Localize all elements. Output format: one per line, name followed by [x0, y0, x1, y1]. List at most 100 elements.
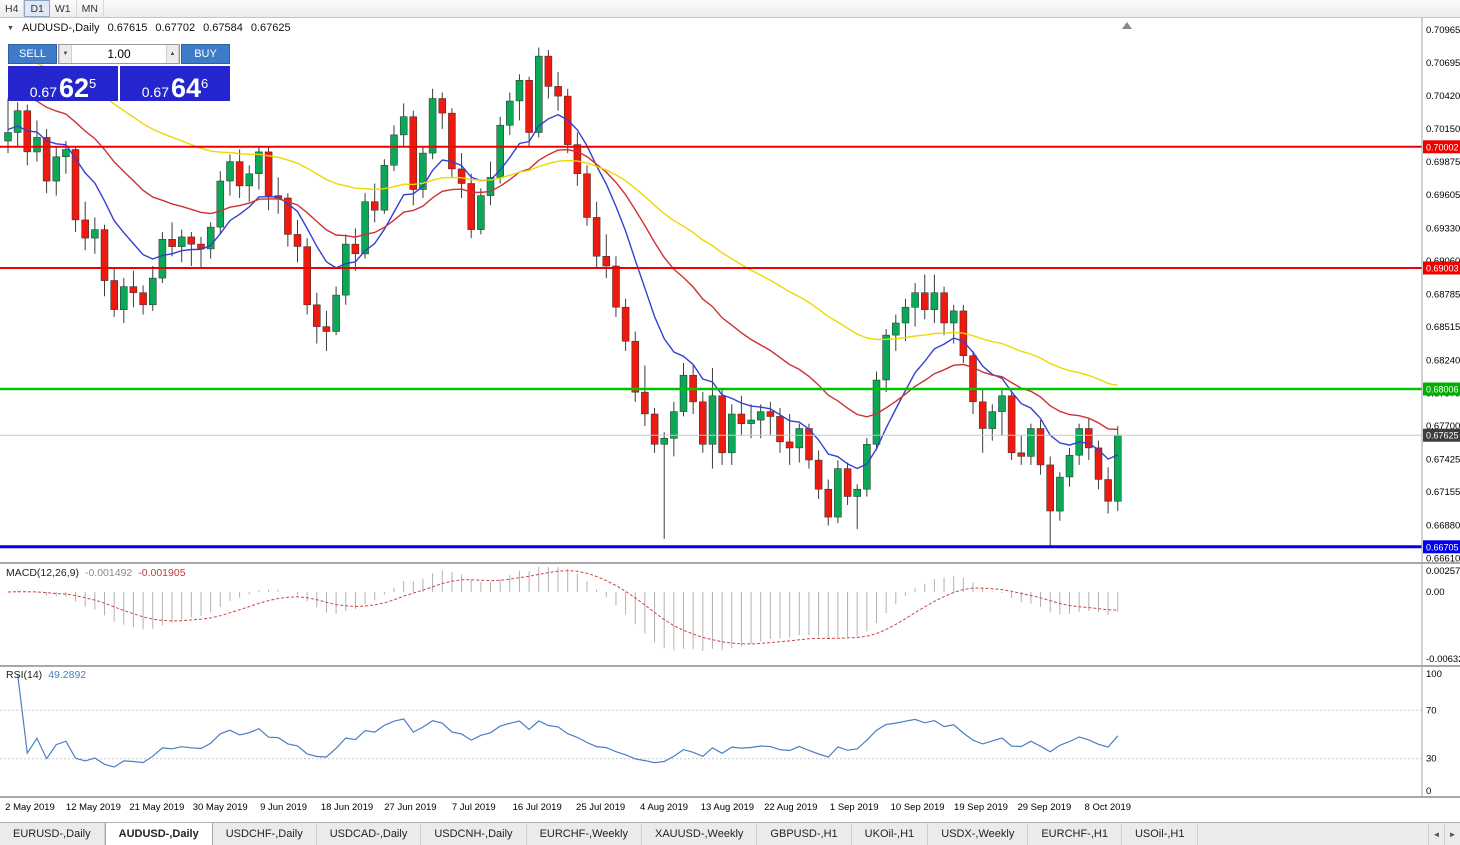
ohlc-low: 0.67584 — [203, 22, 243, 34]
svg-text:0.67155: 0.67155 — [1426, 487, 1460, 498]
svg-text:30: 30 — [1426, 754, 1437, 765]
svg-text:7 Jul 2019: 7 Jul 2019 — [452, 802, 496, 813]
svg-text:12 May 2019: 12 May 2019 — [66, 802, 121, 813]
svg-text:0.69605: 0.69605 — [1426, 190, 1460, 201]
svg-text:30 May 2019: 30 May 2019 — [193, 802, 248, 813]
svg-text:22 Aug 2019: 22 Aug 2019 — [764, 802, 817, 813]
timeframe-button-d1[interactable]: D1 — [24, 0, 50, 17]
chart-tab[interactable]: GBPUSD-,H1 — [757, 823, 852, 845]
ma-lines — [7, 54, 1119, 470]
svg-text:29 Sep 2019: 29 Sep 2019 — [1017, 802, 1071, 813]
buy-price-big: 64 — [170, 73, 202, 103]
svg-text:13 Aug 2019: 13 Aug 2019 — [701, 802, 754, 813]
chart-area: 0.70965 0.70695 0.70420 0.70150 0.69875 0.696… — [0, 18, 1460, 822]
svg-text:0.70965: 0.70965 — [1426, 25, 1460, 36]
macd-main-value: -0.001492 — [84, 567, 133, 579]
sell-price-pip: 5 — [89, 76, 97, 91]
price-axis: 0.70965 0.70695 0.70420 0.70150 0.69875 0.696… — [1426, 25, 1460, 564]
svg-text:21 May 2019: 21 May 2019 — [129, 802, 184, 813]
chart-tab[interactable]: USDCNH-,Daily — [421, 823, 527, 845]
timeframe-toolbar: H4 D1 W1 MN — [0, 0, 1460, 18]
svg-text:18 Jun 2019: 18 Jun 2019 — [321, 802, 373, 813]
buy-price-display[interactable]: 0.67646 — [120, 66, 230, 103]
volume-down-button[interactable]: ▼ — [59, 45, 72, 63]
svg-text:0.70420: 0.70420 — [1426, 91, 1460, 102]
buy-button[interactable]: BUY — [181, 44, 230, 64]
svg-text:0: 0 — [1426, 786, 1431, 797]
volume-up-button[interactable]: ▲ — [166, 45, 179, 63]
chart-tab[interactable]: AUDUSD-,Daily — [104, 823, 213, 845]
buy-price-pip: 6 — [201, 76, 209, 91]
chart-symbol-period: AUDUSD-,Daily — [21, 22, 100, 34]
chart-canvas[interactable]: 0.70965 0.70695 0.70420 0.70150 0.69875 0.696… — [0, 18, 1460, 822]
svg-text:0.67625: 0.67625 — [1426, 431, 1459, 441]
svg-text:10 Sep 2019: 10 Sep 2019 — [891, 802, 945, 813]
date-axis: 2 May 2019 12 May 2019 21 May 2019 30 May 2… — [5, 802, 1131, 813]
svg-text:19 Sep 2019: 19 Sep 2019 — [954, 802, 1008, 813]
chart-info-line: ▼ AUDUSD-,Daily 0.67615 0.67702 0.67584 … — [7, 22, 291, 34]
chart-tab[interactable]: USOil-,H1 — [1122, 823, 1199, 845]
level-lines: 0.70002 0.69003 0.68006 0.67625 0.66705 — [0, 140, 1460, 554]
ohlc-open: 0.67615 — [107, 22, 148, 34]
chart-tab[interactable]: USDCHF-,Daily — [213, 823, 317, 845]
svg-text:0.002574: 0.002574 — [1426, 566, 1460, 577]
svg-text:0.68785: 0.68785 — [1426, 289, 1460, 300]
tabs-scroll-left-button[interactable]: ◄ — [1428, 823, 1444, 845]
timeframe-button-mn[interactable]: MN — [77, 0, 104, 17]
macd-indicator-label: MACD(12,26,9) -0.001492 -0.001905 — [6, 567, 186, 579]
svg-text:0.68006: 0.68006 — [1426, 385, 1459, 395]
svg-text:0.67700: 0.67700 — [1426, 421, 1460, 432]
svg-text:70: 70 — [1426, 705, 1437, 716]
ohlc-high: 0.67702 — [155, 22, 196, 34]
panel-separators — [0, 18, 1460, 798]
svg-text:0.69330: 0.69330 — [1426, 223, 1460, 234]
volume-input[interactable]: 1.00 — [107, 47, 131, 61]
volume-spinner: ▼ 1.00 ▲ — [58, 44, 180, 64]
chart-tab[interactable]: EURUSD-,Daily — [0, 823, 105, 845]
rsi-panel: 100 70 30 0 — [0, 669, 1442, 797]
timeframe-button-h4[interactable]: H4 — [0, 0, 25, 17]
sell-price-big: 62 — [58, 73, 90, 103]
candlestick-series — [4, 47, 1122, 547]
rsi-indicator-label: RSI(14) 49.2892 — [6, 669, 86, 681]
chart-tab[interactable]: EURCHF-,Weekly — [527, 823, 642, 845]
svg-text:0.69003: 0.69003 — [1426, 264, 1459, 274]
chart-tabs-bar: EURUSD-,Daily AUDUSD-,Daily USDCHF-,Daily U… — [0, 822, 1460, 845]
svg-text:0.70002: 0.70002 — [1426, 142, 1459, 152]
rsi-value: 49.2892 — [48, 669, 87, 681]
chart-tab[interactable]: UKOil-,H1 — [852, 823, 929, 845]
svg-text:25 Jul 2019: 25 Jul 2019 — [576, 802, 625, 813]
svg-text:0.66880: 0.66880 — [1426, 521, 1460, 532]
chart-tab[interactable]: XAUUSD-,Weekly — [642, 823, 758, 845]
svg-text:0.70150: 0.70150 — [1426, 124, 1460, 135]
svg-text:16 Jul 2019: 16 Jul 2019 — [513, 802, 562, 813]
chart-tab[interactable]: USDX-,Weekly — [928, 823, 1029, 845]
svg-text:0.67425: 0.67425 — [1426, 454, 1460, 465]
tabs-scroll-right-button[interactable]: ► — [1444, 823, 1460, 845]
svg-text:0.66705: 0.66705 — [1426, 542, 1459, 552]
one-click-collapse-icon[interactable]: ▼ — [7, 24, 14, 32]
svg-text:8 Oct 2019: 8 Oct 2019 — [1085, 802, 1131, 813]
svg-text:1 Sep 2019: 1 Sep 2019 — [830, 802, 879, 813]
ohlc-close: 0.67625 — [250, 22, 291, 34]
svg-text:0.68515: 0.68515 — [1426, 322, 1460, 333]
svg-text:-0.006326: -0.006326 — [1426, 654, 1460, 665]
sell-price-display[interactable]: 0.67625 — [8, 66, 118, 103]
chart-shift-marker-icon — [1122, 22, 1132, 29]
sell-button[interactable]: SELL — [8, 44, 57, 64]
buy-price-prefix: 0.67 — [141, 84, 169, 100]
svg-text:4 Aug 2019: 4 Aug 2019 — [640, 802, 688, 813]
svg-text:0.70695: 0.70695 — [1426, 58, 1460, 69]
rsi-label-text: RSI(14) — [6, 669, 43, 681]
one-click-trading-panel: SELL ▼ 1.00 ▲ BUY 0.67625 0.67646 — [8, 44, 230, 103]
tabs-scroll-controls: ◄ ► — [1428, 823, 1460, 845]
svg-text:0.00: 0.00 — [1426, 587, 1445, 598]
svg-text:27 Jun 2019: 27 Jun 2019 — [384, 802, 436, 813]
macd-signal-value: -0.001905 — [138, 567, 186, 579]
macd-label-text: MACD(12,26,9) — [6, 567, 79, 579]
chart-tab[interactable]: USDCAD-,Daily — [317, 823, 422, 845]
chart-tab[interactable]: EURCHF-,H1 — [1028, 823, 1122, 845]
svg-text:100: 100 — [1426, 669, 1442, 680]
timeframe-button-w1[interactable]: W1 — [50, 0, 77, 17]
svg-text:2 May 2019: 2 May 2019 — [5, 802, 55, 813]
